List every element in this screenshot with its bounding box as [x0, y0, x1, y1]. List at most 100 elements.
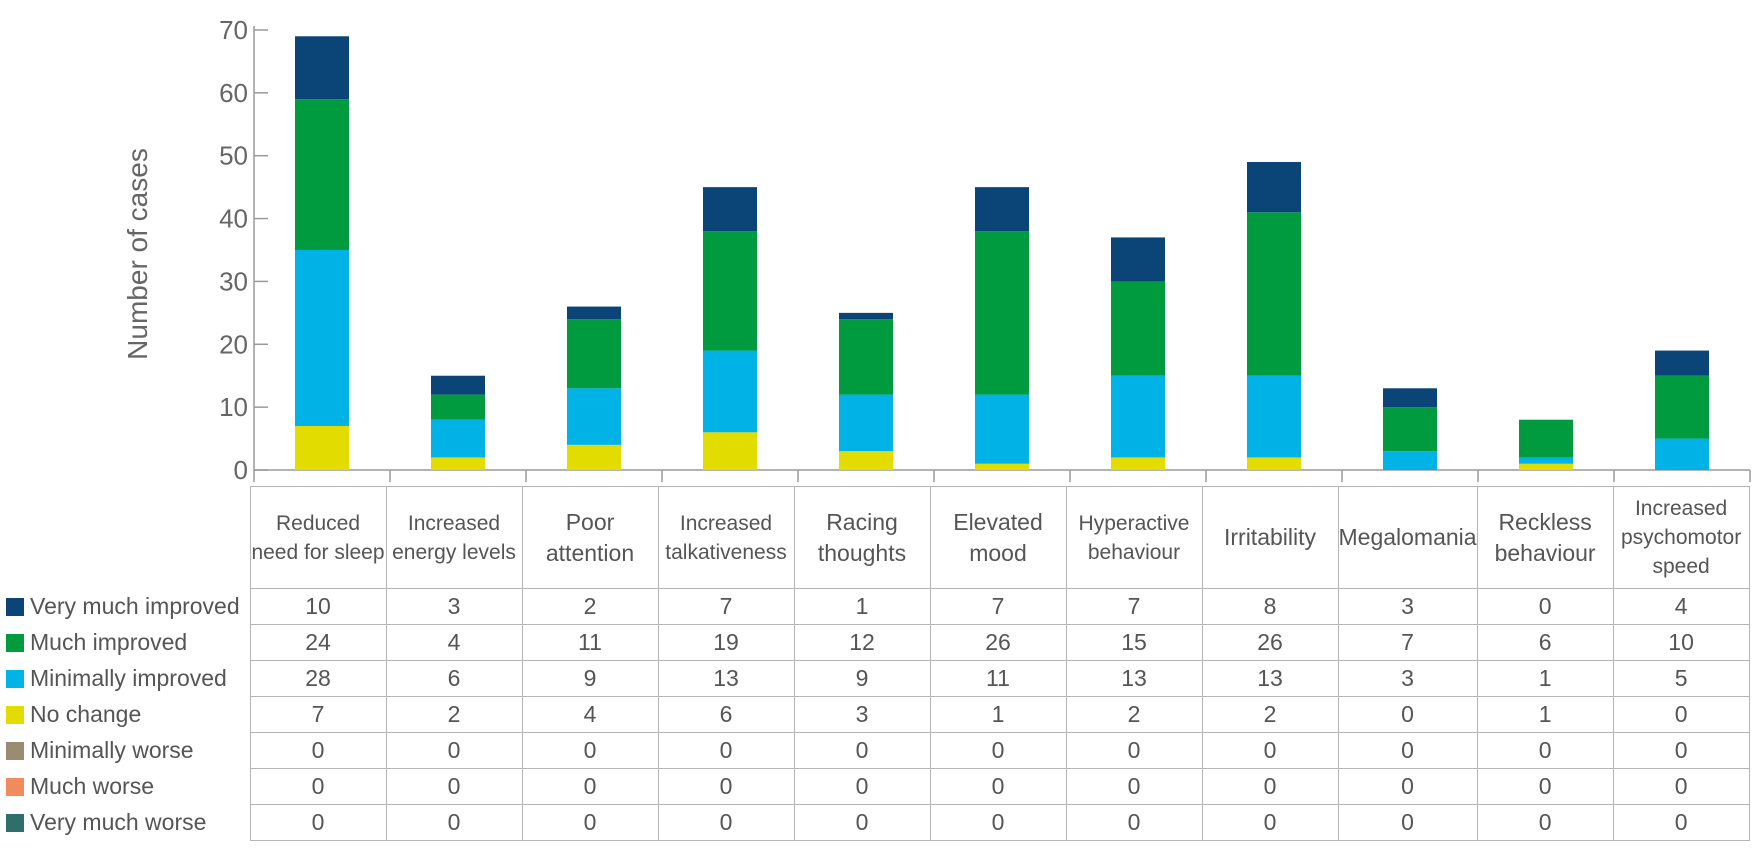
data-label: 24 [249, 624, 387, 661]
series-name: Minimally worse [30, 737, 194, 763]
data-label: 3 [385, 588, 523, 625]
bar-segment [431, 394, 485, 420]
data-label: 7 [929, 588, 1067, 625]
y-axis: 0 10 20 30 40 50 60 70 [219, 15, 268, 485]
data-label: 0 [1201, 768, 1339, 805]
table-row: Much worse 0 0 0 0 0 0 0 0 0 0 0 [6, 768, 1750, 805]
category-label: Reduced need for sleep [249, 486, 387, 589]
bar-segment [567, 319, 621, 389]
legend-entry: Very much improved [6, 588, 251, 625]
bar-segment [1519, 463, 1573, 470]
data-label: 3 [793, 696, 931, 733]
legend-entry: Much worse [6, 768, 251, 805]
legend-swatch [6, 742, 24, 760]
data-label: 0 [1476, 588, 1614, 625]
bar-segment [1111, 237, 1165, 282]
bar-segment [703, 350, 757, 433]
data-label: 1 [1476, 660, 1614, 697]
data-label: 0 [793, 732, 931, 769]
data-label: 13 [657, 660, 795, 697]
series-name: Very much worse [30, 809, 207, 835]
category-label: Increased talkativeness [657, 486, 795, 589]
data-label: 7 [249, 696, 387, 733]
data-label: 0 [1065, 768, 1203, 805]
data-label: 26 [929, 624, 1067, 661]
series-name: Minimally improved [30, 665, 227, 691]
bar-segment [1247, 375, 1301, 458]
data-label: 0 [657, 732, 795, 769]
data-label: 0 [1201, 732, 1339, 769]
bar-segment [1111, 375, 1165, 458]
data-label: 13 [1201, 660, 1339, 697]
bar-segment [975, 231, 1029, 395]
category-label: Racing thoughts [793, 486, 931, 589]
bar-segment [1111, 281, 1165, 376]
data-label: 0 [1337, 696, 1478, 733]
y-tick-label: 50 [219, 141, 248, 171]
table-header-row: Reduced need for sleep Increased energy l… [6, 486, 1750, 589]
data-label: 0 [1612, 696, 1750, 733]
bar-segment [1247, 212, 1301, 376]
data-label: 1 [929, 696, 1067, 733]
data-label: 4 [521, 696, 659, 733]
bar-segment [839, 312, 893, 320]
data-label: 7 [657, 588, 795, 625]
y-tick-label: 40 [219, 204, 248, 234]
data-label: 0 [1476, 732, 1614, 769]
legend-entry: Very much worse [6, 804, 251, 841]
table-corner [6, 487, 250, 589]
data-label: 7 [1065, 588, 1203, 625]
data-label: 2 [521, 588, 659, 625]
data-label: 1 [1476, 696, 1614, 733]
category-label: Megalomania [1337, 486, 1478, 589]
data-table: Reduced need for sleep Increased energy l… [6, 486, 1750, 841]
bar-segment [567, 388, 621, 445]
bar-segment [295, 426, 349, 470]
data-label: 1 [793, 588, 931, 625]
category-label: Irritability [1201, 486, 1339, 589]
bar-segment [431, 375, 485, 395]
data-label: 3 [1337, 588, 1478, 625]
bar-segment [1111, 457, 1165, 470]
data-label: 6 [657, 696, 795, 733]
table-row: Minimally worse 0 0 0 0 0 0 0 0 0 0 0 [6, 732, 1750, 769]
data-label: 9 [793, 660, 931, 697]
table-row: Very much worse 0 0 0 0 0 0 0 0 0 0 0 [6, 804, 1750, 841]
legend-swatch [6, 634, 24, 652]
data-label: 11 [521, 624, 659, 661]
bar-segment [1519, 419, 1573, 458]
data-label: 13 [1065, 660, 1203, 697]
data-label: 0 [1476, 768, 1614, 805]
data-label: 0 [1337, 804, 1478, 841]
stacked-bar-chart: 0 10 20 30 40 50 60 70 Number of cases [122, 15, 1751, 485]
bar-segment [567, 444, 621, 470]
data-label: 0 [657, 768, 795, 805]
bar-segment [431, 419, 485, 458]
table-row: Minimally improved 28 6 9 13 9 11 13 13 3 1 5 [6, 660, 1750, 697]
bar-segment [1655, 350, 1709, 376]
data-label: 6 [385, 660, 523, 697]
data-label: 0 [793, 804, 931, 841]
data-label: 0 [521, 768, 659, 805]
legend-swatch [6, 814, 24, 832]
data-label: 0 [657, 804, 795, 841]
bar-segment [1383, 451, 1437, 470]
data-label: 0 [1065, 732, 1203, 769]
data-label: 26 [1201, 624, 1339, 661]
table-row: No change 7 2 4 6 3 1 2 2 0 1 0 [6, 696, 1750, 733]
data-label: 0 [521, 804, 659, 841]
bar-segment [1247, 457, 1301, 470]
bar-segment [975, 394, 1029, 464]
y-tick-label: 0 [234, 455, 248, 485]
data-label: 12 [793, 624, 931, 661]
data-label: 5 [1612, 660, 1750, 697]
bar-segment [839, 451, 893, 470]
bar-segment [1519, 457, 1573, 464]
category-label: Elevated mood [929, 486, 1067, 589]
bar-segment [295, 36, 349, 100]
bars [295, 36, 1709, 470]
data-label: 11 [929, 660, 1067, 697]
data-label: 0 [929, 768, 1067, 805]
data-label: 0 [1201, 804, 1339, 841]
category-label: Hyperactive behaviour [1065, 486, 1203, 589]
